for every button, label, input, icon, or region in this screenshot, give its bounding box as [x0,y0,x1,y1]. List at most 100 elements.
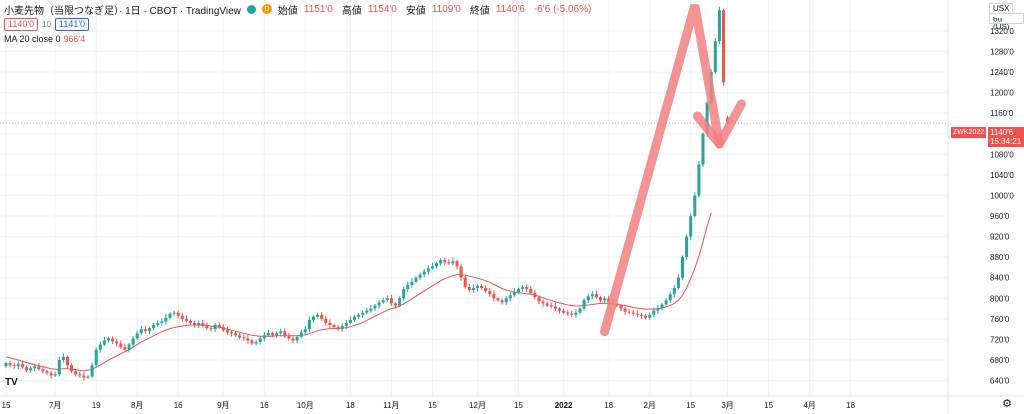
candle-body [303,329,307,333]
time-tick-label: 2022 [555,401,573,410]
candle-body [631,312,635,314]
candle-body [410,281,414,285]
candle-body [656,308,660,311]
price-axis[interactable]: 640'0 680'0 720'0 760'0 800'0 840'0 880'0 920'0… [947,0,1014,414]
candle-body [184,318,188,321]
price-tick-label: 680'0 [990,356,1010,365]
delayed-data-badge[interactable]: D [261,4,272,14]
candle-body [152,325,156,329]
candle-body [262,335,266,339]
ma-line [5,212,712,372]
candle-body [328,322,332,326]
close-label: 終値 [469,5,490,17]
candle-body [623,308,627,312]
candle-body [41,369,45,372]
candle-body [619,305,623,309]
price-tick-label: 800'0 [990,294,1010,303]
candle-body [529,289,533,294]
candle-body [254,342,258,344]
candle-body [578,308,582,313]
candle-body [361,312,365,315]
candle-layer [0,6,948,381]
time-tick-label: 8月 [131,401,143,410]
candle-body [566,312,570,314]
candle-body [221,327,225,331]
price-tick-label: 1320'0 [990,27,1014,36]
candle-body [246,338,250,341]
candle-body [582,300,586,309]
trade-buttons: 1140'0 10 1141'0 [4,17,90,31]
candle-body [451,261,455,264]
candle-body [562,310,566,313]
candle-body [549,305,553,307]
candle-body [492,294,496,299]
candle-body [443,260,447,263]
candle-body [90,365,94,377]
candle-body [70,365,74,372]
time-axis[interactable]: 15 7月 19 8月 16 9月 16 10月 18 11月 15 12月 15 2022 18 2月 15 3… [0,395,1024,410]
candle-body [295,336,299,341]
candle-body [512,292,516,296]
low-label: 安値 [405,5,426,17]
candle-body [533,293,537,298]
candle-body [168,313,172,318]
symbol-header: 小麦先物（当限つなぎ足）· 1日 · CBOT · TradingView D … [4,2,594,17]
annotation-arrow[interactable] [600,3,746,337]
candle-body [402,289,406,299]
candle-body [603,298,607,301]
candle-body [25,367,28,371]
time-tick-label: 16 [260,401,269,410]
candle-body [127,344,131,350]
gear-icon[interactable]: ⚙ [1002,398,1012,410]
candle-body [722,10,725,83]
candle-body [369,308,373,311]
candle-body [307,319,311,330]
candle-body [119,343,123,348]
time-tick-label: 10月 [297,401,314,410]
symbol-title[interactable]: 小麦先物（当限つなぎ足）· 1日 · CBOT · TradingView [4,5,241,17]
candle-body [131,338,135,345]
low-value: 1109'0 [431,3,461,15]
candle-body [332,325,336,328]
sell-button[interactable]: 1140'0 [4,17,39,31]
candle-body [500,300,504,303]
candle-body [558,308,561,311]
tradingview-logo[interactable]: TV [5,377,18,388]
candle-body [668,294,672,301]
candle-body [86,376,90,378]
candle-body [37,366,41,370]
candle-body [504,298,508,303]
time-tick-label: 18 [846,401,855,410]
arrow-head [692,99,746,149]
candle-body [16,364,20,367]
candle-body [681,257,684,278]
candle-body [225,330,229,333]
buy-button[interactable]: 1141'0 [54,17,90,31]
open-value: 1151'0 [303,3,333,15]
ma-legend[interactable]: MA 20 close 0 966'4 [4,34,85,44]
candle-body [287,336,291,339]
candle-body [94,349,98,366]
candle-body [156,322,160,326]
candle-body [586,296,590,301]
candle-body [8,363,12,366]
candle-body [398,298,402,306]
candle-body [521,286,525,290]
unit-label[interactable]: bu (US) [989,13,1024,30]
candle-body [312,316,315,320]
time-tick-label: 15 [686,401,695,410]
candle-body [336,327,340,330]
candle-body [340,326,344,330]
candle-body [648,314,652,318]
candle-body [373,305,377,309]
candle-body [488,291,492,295]
candle-body [217,325,221,328]
candle-body [381,300,385,303]
price-tick-label: 920'0 [990,233,1010,242]
candle-body [45,371,49,373]
candle-body [242,337,246,339]
candle-body [717,10,721,42]
candle-body [635,313,639,315]
candle-body [644,315,648,318]
